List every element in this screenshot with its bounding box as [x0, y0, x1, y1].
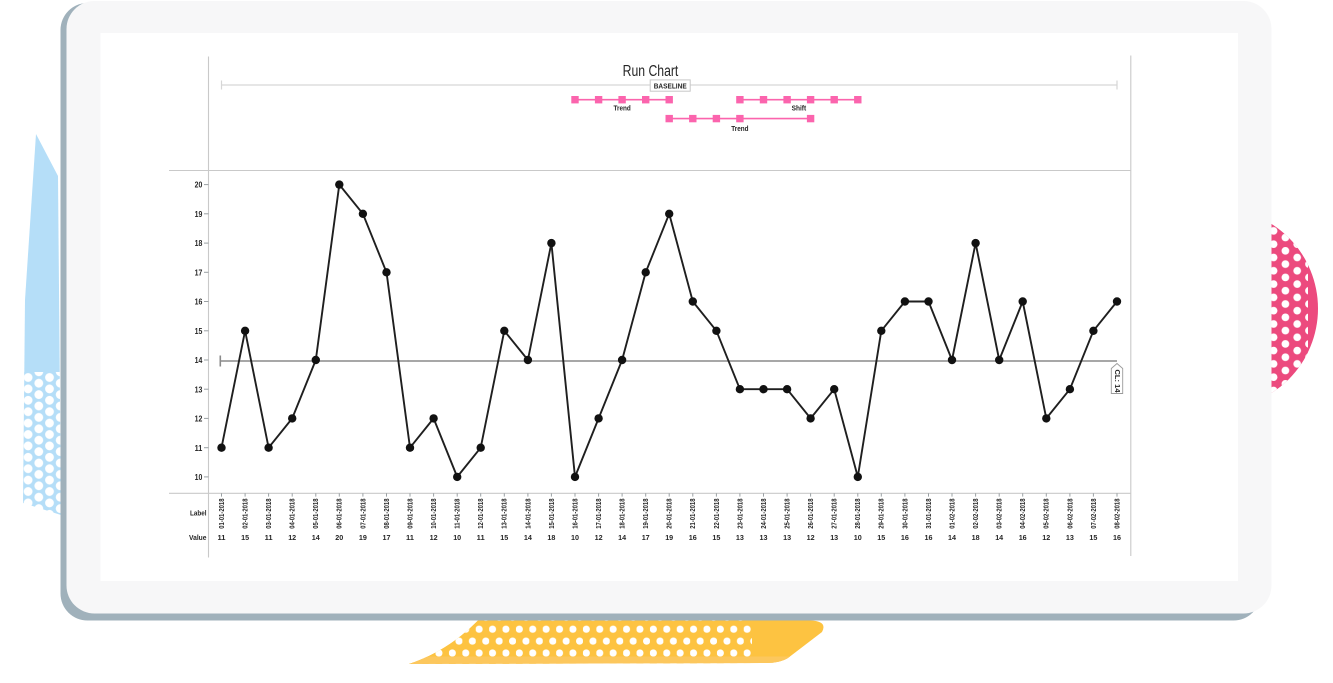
- svg-text:05-01-2018: 05-01-2018: [311, 499, 320, 529]
- svg-text:12-01-2018: 12-01-2018: [476, 499, 485, 529]
- svg-text:13-01-2018: 13-01-2018: [500, 499, 509, 529]
- svg-text:13: 13: [736, 533, 744, 542]
- svg-text:15: 15: [195, 327, 203, 336]
- svg-text:19: 19: [195, 210, 203, 219]
- svg-text:18: 18: [547, 533, 555, 542]
- svg-text:11: 11: [218, 533, 226, 542]
- svg-text:14: 14: [524, 533, 533, 542]
- svg-text:15: 15: [712, 533, 720, 542]
- svg-text:14: 14: [995, 533, 1004, 542]
- svg-text:28-01-2018: 28-01-2018: [853, 499, 862, 529]
- svg-text:10: 10: [195, 473, 203, 482]
- svg-text:10: 10: [453, 533, 461, 542]
- svg-text:16: 16: [1019, 533, 1027, 542]
- svg-text:16: 16: [925, 533, 933, 542]
- svg-text:07-02-2018: 07-02-2018: [1089, 499, 1098, 529]
- svg-text:13: 13: [195, 385, 203, 394]
- svg-text:06-01-2018: 06-01-2018: [335, 499, 344, 529]
- svg-text:30-01-2018: 30-01-2018: [900, 499, 909, 529]
- svg-text:15: 15: [500, 533, 508, 542]
- svg-text:12: 12: [595, 533, 603, 542]
- svg-text:22-01-2018: 22-01-2018: [712, 499, 721, 529]
- svg-text:12: 12: [807, 533, 815, 542]
- svg-text:Value: Value: [189, 533, 207, 542]
- svg-text:18: 18: [195, 239, 203, 248]
- svg-text:31-01-2018: 31-01-2018: [924, 499, 933, 529]
- svg-text:13: 13: [830, 533, 838, 542]
- svg-text:15: 15: [1089, 533, 1097, 542]
- svg-text:21-01-2018: 21-01-2018: [688, 499, 697, 529]
- svg-text:19: 19: [359, 533, 367, 542]
- svg-text:16: 16: [1113, 533, 1121, 542]
- svg-text:16: 16: [195, 298, 203, 307]
- svg-text:BASELINE: BASELINE: [654, 81, 687, 90]
- svg-text:29-01-2018: 29-01-2018: [877, 499, 886, 529]
- svg-text:14: 14: [618, 533, 627, 542]
- svg-text:10: 10: [571, 533, 579, 542]
- svg-text:19: 19: [665, 533, 673, 542]
- svg-text:20: 20: [335, 533, 343, 542]
- svg-text:12: 12: [288, 533, 296, 542]
- svg-text:18-01-2018: 18-01-2018: [618, 499, 627, 529]
- svg-text:02-02-2018: 02-02-2018: [971, 499, 980, 529]
- svg-text:10-01-2018: 10-01-2018: [429, 499, 438, 529]
- svg-text:04-01-2018: 04-01-2018: [288, 499, 297, 529]
- svg-text:03-01-2018: 03-01-2018: [264, 499, 273, 529]
- svg-text:08-01-2018: 08-01-2018: [382, 499, 391, 529]
- svg-text:25-01-2018: 25-01-2018: [783, 499, 792, 529]
- svg-text:09-01-2018: 09-01-2018: [405, 499, 414, 529]
- svg-text:15: 15: [877, 533, 885, 542]
- svg-text:11: 11: [477, 533, 485, 542]
- svg-text:Label: Label: [190, 509, 207, 518]
- svg-text:15: 15: [241, 533, 249, 542]
- svg-text:08-02-2018: 08-02-2018: [1112, 499, 1121, 529]
- svg-text:23-01-2018: 23-01-2018: [735, 499, 744, 529]
- svg-text:10: 10: [854, 533, 862, 542]
- svg-text:Trend: Trend: [613, 103, 631, 112]
- svg-text:11: 11: [406, 533, 414, 542]
- svg-text:16: 16: [689, 533, 697, 542]
- svg-text:14: 14: [195, 356, 203, 365]
- svg-text:06-02-2018: 06-02-2018: [1065, 499, 1074, 529]
- svg-text:13: 13: [760, 533, 768, 542]
- svg-text:14: 14: [312, 533, 321, 542]
- svg-text:20-01-2018: 20-01-2018: [665, 499, 674, 529]
- svg-text:17: 17: [383, 533, 391, 542]
- svg-text:07-01-2018: 07-01-2018: [358, 499, 367, 529]
- svg-text:17: 17: [642, 533, 650, 542]
- svg-text:02-01-2018: 02-01-2018: [241, 499, 250, 529]
- svg-text:14-01-2018: 14-01-2018: [523, 499, 532, 529]
- svg-text:16: 16: [901, 533, 909, 542]
- svg-text:19-01-2018: 19-01-2018: [641, 499, 650, 529]
- svg-text:17-01-2018: 17-01-2018: [594, 499, 603, 529]
- svg-text:26-01-2018: 26-01-2018: [806, 499, 815, 529]
- svg-text:27-01-2018: 27-01-2018: [830, 499, 839, 529]
- svg-text:CL: 14: CL: 14: [1113, 370, 1122, 394]
- svg-text:Shift: Shift: [792, 103, 807, 112]
- svg-text:12: 12: [430, 533, 438, 542]
- svg-text:01-01-2018: 01-01-2018: [217, 499, 226, 529]
- svg-text:03-02-2018: 03-02-2018: [995, 499, 1004, 529]
- svg-text:11: 11: [265, 533, 273, 542]
- svg-text:12: 12: [195, 415, 203, 424]
- svg-text:14: 14: [948, 533, 957, 542]
- svg-text:Trend: Trend: [731, 124, 749, 133]
- svg-text:24-01-2018: 24-01-2018: [759, 499, 768, 529]
- svg-text:01-02-2018: 01-02-2018: [947, 499, 956, 529]
- svg-text:13: 13: [1066, 533, 1074, 542]
- svg-text:04-02-2018: 04-02-2018: [1018, 499, 1027, 529]
- svg-text:Run Chart: Run Chart: [623, 63, 679, 80]
- svg-text:15-01-2018: 15-01-2018: [547, 499, 556, 529]
- svg-text:13: 13: [783, 533, 791, 542]
- svg-text:18: 18: [972, 533, 980, 542]
- svg-text:11-01-2018: 11-01-2018: [453, 499, 462, 529]
- svg-text:17: 17: [195, 268, 203, 277]
- svg-text:12: 12: [1042, 533, 1050, 542]
- svg-text:05-02-2018: 05-02-2018: [1042, 499, 1051, 529]
- svg-text:16-01-2018: 16-01-2018: [570, 499, 579, 529]
- svg-text:20: 20: [195, 181, 203, 190]
- svg-text:11: 11: [195, 444, 203, 453]
